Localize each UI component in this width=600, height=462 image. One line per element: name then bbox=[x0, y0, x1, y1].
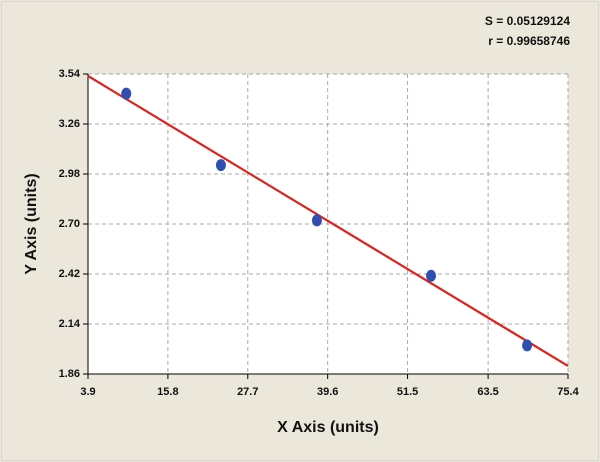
y-tick-label: 3.54 bbox=[59, 68, 81, 80]
annotation: S = 0.05129124 bbox=[485, 14, 570, 28]
x-tick-label: 75.4 bbox=[557, 386, 579, 398]
x-tick-label: 3.9 bbox=[80, 386, 95, 398]
data-point bbox=[311, 214, 322, 227]
y-tick-label: 2.14 bbox=[59, 318, 81, 330]
y-axis-title: Y Axis (units) bbox=[23, 173, 40, 274]
fit-line bbox=[87, 75, 569, 367]
x-axis-title: X Axis (units) bbox=[277, 419, 379, 436]
x-tick-label: 27.7 bbox=[237, 386, 258, 398]
y-tick-label: 1.86 bbox=[59, 368, 80, 380]
x-tick-label: 15.8 bbox=[157, 386, 178, 398]
annotation: r = 0.99658746 bbox=[488, 34, 570, 48]
x-tick-label: 51.5 bbox=[397, 386, 418, 398]
y-tick-label: 3.26 bbox=[59, 118, 80, 130]
y-tick-label: 2.70 bbox=[59, 218, 80, 230]
data-point bbox=[426, 269, 437, 282]
data-point bbox=[522, 339, 533, 352]
y-tick-label: 2.98 bbox=[59, 168, 80, 180]
data-point bbox=[215, 159, 226, 172]
x-tick-label: 39.6 bbox=[317, 386, 338, 398]
y-tick-label: 2.42 bbox=[59, 268, 80, 280]
data-point bbox=[121, 87, 132, 100]
x-tick-label: 63.5 bbox=[477, 386, 498, 398]
